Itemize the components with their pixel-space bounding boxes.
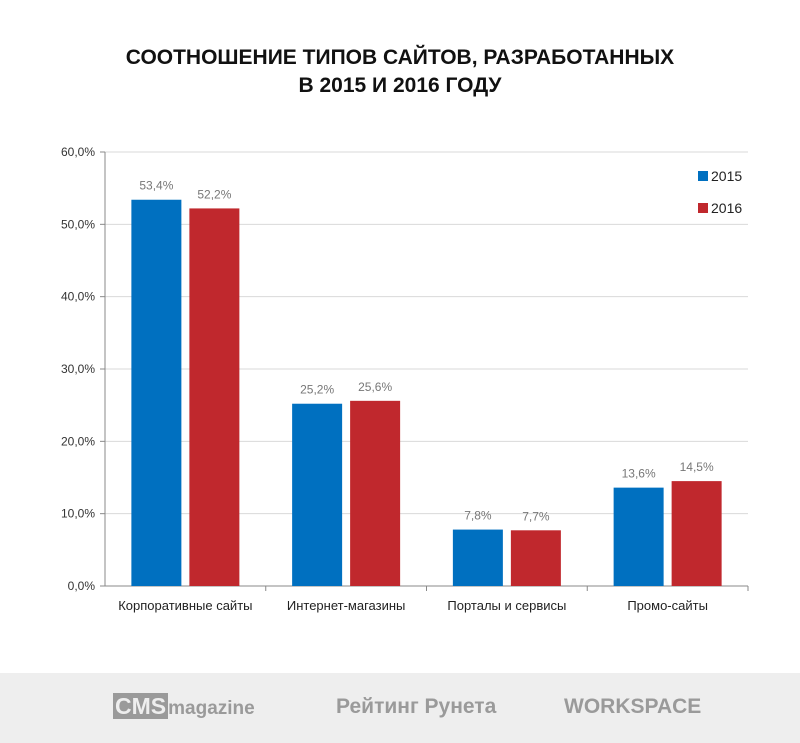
y-tick-label: 0,0% [68, 579, 96, 593]
y-tick-label: 60,0% [61, 145, 95, 159]
title-line-1: СООТНОШЕНИЕ ТИПОВ САЙТОВ, РАЗРАБОТАННЫХ [125, 46, 675, 69]
y-tick-label: 40,0% [61, 290, 95, 304]
cms-magazine-logo: CMS magazine [113, 693, 255, 719]
rating-runeta-logo: Рейтинг Рунета [336, 695, 497, 718]
bar-2016 [510, 530, 561, 586]
x-tick-label: Порталы и сервисы [447, 598, 566, 613]
x-tick-label: Промо-сайты [627, 598, 708, 613]
data-label: 25,2% [300, 383, 334, 397]
data-label: 25,6% [358, 380, 392, 394]
bar-2016 [189, 208, 240, 587]
data-label: 7,7% [522, 509, 550, 523]
bar-2015 [292, 403, 343, 586]
legend-swatch [698, 203, 708, 213]
y-tick-label: 10,0% [61, 507, 95, 521]
title-line-2: В 2015 И 2016 ГОДУ [298, 74, 502, 97]
data-label: 53,4% [139, 179, 173, 193]
legend-label: 2015 [711, 168, 742, 184]
y-tick-label: 50,0% [61, 217, 95, 231]
chart-title: СООТНОШЕНИЕ ТИПОВ САЙТОВ, РАЗРАБОТАННЫХ В… [0, 44, 800, 100]
data-label: 13,6% [622, 467, 656, 481]
legend-label: 2016 [711, 200, 742, 216]
footer: CMS magazine Рейтинг Рунета WORKSPACE [0, 673, 800, 743]
x-tick-label: Интернет-магазины [287, 598, 406, 613]
data-label: 7,8% [464, 509, 492, 523]
legend-swatch [698, 171, 708, 181]
bar-2016 [671, 481, 722, 586]
bar-2015 [452, 529, 503, 586]
y-tick-label: 30,0% [61, 362, 95, 376]
bar-2015 [613, 487, 664, 586]
y-tick-label: 20,0% [61, 434, 95, 448]
bar-chart: 0,0% 10,0% 20,0% 30,0% 40,0% 50,0% 60,0% Корпор… [61, 145, 749, 613]
data-label: 14,5% [680, 460, 714, 474]
x-tick-label: Корпоративные сайты [118, 598, 252, 613]
bar-2016 [350, 400, 401, 586]
workspace-logo: WORKSPACE [564, 695, 702, 718]
bar-2015 [131, 199, 182, 587]
data-label: 52,2% [197, 187, 231, 201]
